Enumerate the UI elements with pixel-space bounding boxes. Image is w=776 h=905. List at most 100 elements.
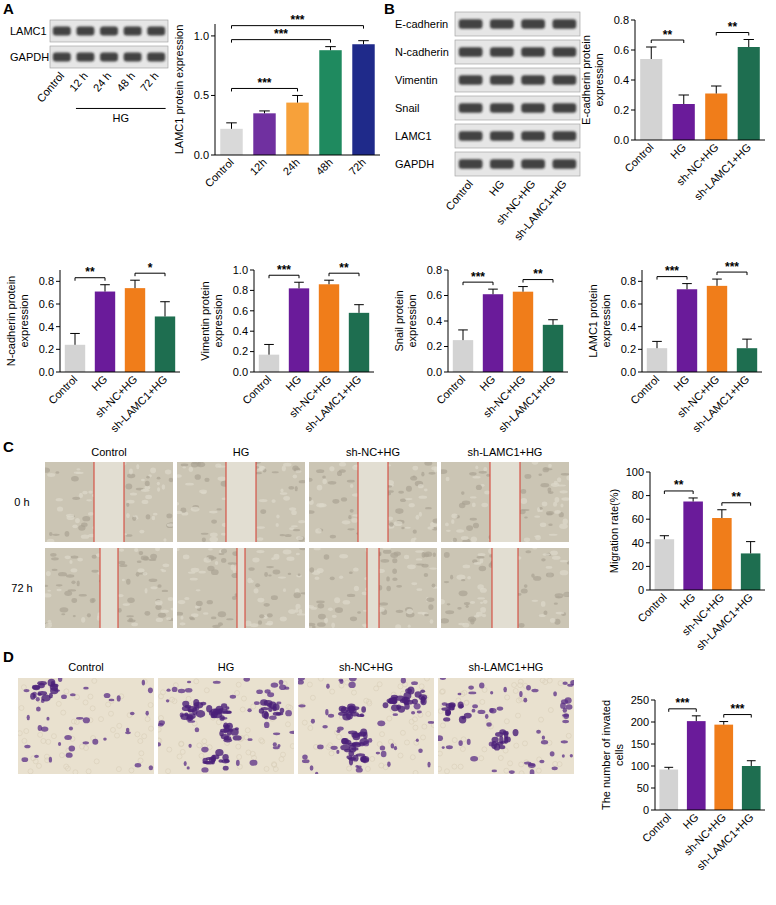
membrane-pore: [186, 696, 191, 701]
cell-texture: [266, 566, 274, 568]
scratch-image: [309, 462, 437, 542]
error-bar: [660, 536, 669, 540]
cell-texture: [332, 499, 339, 504]
cell-texture: [66, 574, 74, 577]
cell-texture: [525, 550, 531, 553]
bar: [737, 348, 757, 372]
stained-cell: [489, 708, 494, 713]
membrane-pore: [548, 708, 553, 713]
cell-texture: [162, 563, 169, 567]
blot-row-label: GAPDH: [395, 158, 434, 170]
cell-texture: [78, 525, 85, 531]
y-tick: [211, 35, 215, 36]
membrane-pore: [539, 717, 544, 722]
cell-texture: [426, 598, 434, 602]
cell-texture: [348, 515, 351, 519]
membrane-pore: [540, 678, 545, 683]
x-tick-label: Control: [640, 811, 674, 845]
cell-texture: [126, 579, 131, 585]
y-tick: [651, 744, 655, 745]
membrane-pore: [413, 770, 418, 774]
cell-texture: [170, 608, 173, 611]
membrane-pore: [521, 697, 526, 702]
membrane-pore: [22, 738, 27, 743]
scratch-image: [177, 548, 305, 628]
bar: [683, 502, 703, 591]
bar: [687, 721, 706, 810]
stained-cell: [541, 740, 548, 744]
cell-texture: [257, 537, 263, 540]
cell-texture: [72, 497, 80, 500]
stained-cell: [117, 695, 121, 701]
cell-texture: [256, 550, 264, 553]
cell-texture: [413, 530, 417, 534]
membrane-pore: [365, 766, 370, 771]
stained-cell: [503, 687, 507, 692]
error-bar: [354, 305, 364, 313]
cell-texture: [46, 571, 51, 576]
x-tick-label: Control: [240, 373, 274, 407]
cell-texture: [81, 534, 90, 538]
y-tick: [646, 542, 650, 543]
cell-texture: [293, 529, 300, 531]
blot-strip: [455, 96, 580, 120]
scratch-gap: [94, 462, 124, 542]
cell-texture: [540, 523, 547, 528]
cell-texture: [216, 508, 221, 510]
cell-texture: [328, 608, 333, 611]
blot-strip: [50, 46, 168, 68]
significance-label: **: [674, 478, 684, 492]
cell-texture: [550, 550, 558, 555]
scratch-edge: [388, 462, 389, 542]
y-tick: [444, 321, 448, 322]
cell-texture: [257, 598, 264, 603]
stained-cell: [315, 772, 318, 774]
cell-texture: [318, 614, 326, 620]
cell-texture: [126, 503, 129, 507]
y-axis-title-line: cells: [613, 744, 625, 767]
cell-texture: [462, 623, 469, 628]
stained-cell: [69, 726, 73, 730]
image-background: [441, 462, 569, 542]
y-tick: [646, 495, 650, 496]
error-bar: [264, 344, 274, 354]
cell-texture: [296, 553, 300, 556]
bar: [155, 316, 175, 372]
cell-texture: [228, 562, 237, 565]
x-axis: [215, 155, 380, 156]
transwell-images: ControlHGsh-NC+HGsh-LAMC1+HG: [17, 661, 576, 776]
cell-texture: [379, 602, 388, 605]
cell-texture: [461, 536, 469, 540]
y-tick: [631, 80, 635, 81]
group-line: [76, 108, 166, 109]
membrane-pore: [438, 766, 442, 771]
y-tick: [646, 472, 650, 473]
x-tick-label: 12h: [247, 156, 268, 177]
cell-texture: [347, 594, 355, 597]
bar: [289, 288, 309, 372]
cell-texture: [245, 621, 251, 627]
error-bar: [259, 111, 270, 113]
stained-cell: [158, 723, 164, 727]
stained-cell: [223, 766, 229, 771]
cell-texture: [157, 482, 160, 486]
stained-cell: [142, 680, 145, 686]
cell-texture: [428, 604, 433, 610]
stained-cell: [195, 727, 200, 732]
membrane-pore: [245, 728, 250, 733]
membrane-pore: [148, 703, 153, 708]
stained-cell: [201, 747, 208, 753]
cell-texture: [317, 603, 324, 608]
bar: [349, 313, 369, 372]
stained-cell: [470, 756, 478, 762]
membrane-pore: [83, 700, 88, 705]
cell-texture: [429, 472, 436, 475]
stained-cell: [38, 683, 45, 689]
cell-texture: [126, 615, 133, 617]
x-tick-label: Control: [622, 141, 656, 175]
cell-texture: [532, 548, 537, 549]
blot-band: [521, 75, 545, 85]
membrane-pore: [179, 741, 184, 746]
stained-cell: [83, 741, 89, 744]
error-bar: [160, 302, 170, 317]
